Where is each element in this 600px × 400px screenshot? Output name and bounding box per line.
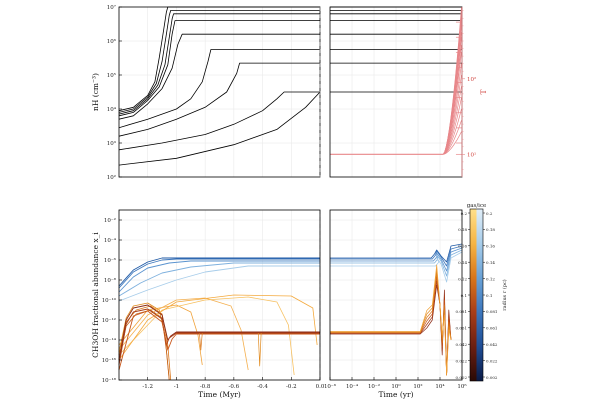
colorbar-gas-tick-label: 0.042 xyxy=(486,342,498,347)
abundance-ytick-label: 10⁻¹⁶ xyxy=(102,357,117,364)
colorbar-ice-tick-label: 0.16 xyxy=(458,244,467,249)
ice-abundance-line xyxy=(118,304,203,366)
density-line xyxy=(118,20,320,117)
ice-dip-line xyxy=(199,332,203,351)
time-yr-xtick-label: 10⁻² xyxy=(368,383,380,390)
temperature-ytick-label: 10¹ xyxy=(467,151,476,158)
ice-dip-line xyxy=(257,332,262,367)
colorbar-gas-tick-label: 0.1 xyxy=(486,293,492,298)
colorbar-gas-tick-label: 0.14 xyxy=(486,260,495,265)
abundance-ytick-label: 10⁻⁶ xyxy=(104,257,117,264)
colorbar-gas-tick-label: 0.081 xyxy=(486,309,497,314)
colorbar-ice-tick-label: 0.002 xyxy=(456,375,468,380)
time-myr-xtick-label: -0.8 xyxy=(200,384,211,390)
density-ytick-label: 10⁴ xyxy=(107,106,117,113)
colorbar-ice-tick-label: 0.12 xyxy=(458,276,467,281)
ice-abundance-line xyxy=(118,294,318,361)
colorbar-ice-tick-label: 0.2 xyxy=(461,211,468,216)
temperature-line xyxy=(443,131,462,155)
colorbar-ice-tick-label: 0.1 xyxy=(461,293,467,298)
density-line xyxy=(118,91,321,166)
colorbar-gas-tick-label: 0.12 xyxy=(486,276,495,281)
gas-abundance-line xyxy=(118,258,320,289)
colorbar-ice-tick-label: 0.042 xyxy=(456,342,468,347)
colorbar-ice-tick-label: 0.18 xyxy=(458,227,467,232)
temperature-line xyxy=(443,120,462,155)
time-myr-axis-label: Time (Myr) xyxy=(198,390,241,399)
density-ytick-label: 10⁶ xyxy=(107,38,117,45)
abundance-axis-label: CH3OH fractional abundance x_i xyxy=(91,232,100,358)
colorbar-title: gas/ice xyxy=(467,203,487,209)
gas-abundance-line xyxy=(330,245,463,267)
density-ytick-label: 10⁷ xyxy=(107,4,117,11)
time-myr-xtick-label: -1 xyxy=(174,384,179,390)
ice-abundance-line xyxy=(118,296,295,376)
density-line xyxy=(118,49,320,129)
time-myr-xtick-label: -1.2 xyxy=(142,384,153,390)
gas-abundance-line xyxy=(118,257,320,287)
ice-plateau-line xyxy=(118,304,320,361)
gas-abundance-line xyxy=(330,249,463,277)
ice-plateau-line xyxy=(118,310,320,371)
colorbar-gas-tick-label: 0.022 xyxy=(486,358,498,363)
density-line xyxy=(118,33,320,120)
panel-bottom-left-frame xyxy=(118,209,321,381)
gas-abundance-line xyxy=(118,265,320,302)
abundance-ytick-label: 10⁻⁴ xyxy=(104,237,117,244)
density-line xyxy=(118,10,320,113)
ice-plateau-line xyxy=(118,308,320,366)
colorbar-gas-tick-label: 0.16 xyxy=(486,244,495,249)
colorbar-gas-tick-label: 0.18 xyxy=(486,227,495,232)
time-myr-xtick-label: -0.4 xyxy=(257,384,268,390)
gas-abundance-line xyxy=(330,251,463,283)
time-yr-xtick-label: 10⁻⁶ xyxy=(324,383,337,390)
gas-abundance-line xyxy=(118,262,320,297)
density-ytick-label: 10³ xyxy=(107,140,116,147)
gas-abundance-line xyxy=(330,247,463,272)
abundance-ytick-label: 10⁻² xyxy=(104,217,116,224)
abundance-ytick-label: 10⁻¹⁸ xyxy=(102,377,117,384)
colorbar-ice xyxy=(470,209,477,381)
colorbar-ice-tick-label: 0.081 xyxy=(456,309,467,314)
colorbar-gas-tick-label: 0.2 xyxy=(486,211,493,216)
temperature-ytick-label: 10² xyxy=(467,76,476,83)
abundance-ytick-label: 10⁻⁸ xyxy=(104,277,117,284)
ice-abundance-line xyxy=(330,264,452,376)
density-line xyxy=(118,91,320,151)
time-yr-xtick-label: 10⁻⁴ xyxy=(346,383,359,390)
temperature-axis-label: T xyxy=(479,89,488,94)
colorbar-gas-tick-label: 0.002 xyxy=(486,375,498,380)
time-myr-xtick-label: -0.2 xyxy=(286,384,297,390)
time-yr-xtick-label: 10² xyxy=(413,383,422,390)
time-myr-xtick-label: -0.6 xyxy=(229,384,240,390)
density-ytick-label: 10⁵ xyxy=(107,72,116,79)
time-myr-xtick-label: 0.0 xyxy=(316,384,325,390)
density-ytick-label: 10² xyxy=(107,174,116,181)
time-yr-xtick-label: 10⁴ xyxy=(435,383,445,390)
density-line xyxy=(118,6,320,112)
colorbar-ice-tick-label: 0.061 xyxy=(456,326,467,331)
colorbar-gas xyxy=(476,209,483,381)
abundance-ytick-label: 10⁻¹⁰ xyxy=(102,297,117,304)
colorbar-ice-tick-label: 0.14 xyxy=(458,260,467,265)
colorbar-gas-tick-label: 0.061 xyxy=(486,326,497,331)
density-line xyxy=(118,62,320,137)
time-yr-axis-label: Time (yr) xyxy=(378,390,413,399)
gas-abundance-line xyxy=(118,260,320,293)
time-yr-xtick-label: 10⁶ xyxy=(457,383,467,390)
abundance-ytick-label: 10⁻¹² xyxy=(102,317,116,324)
colorbar-ice-tick-label: 0.022 xyxy=(456,358,468,363)
gas-abundance-line xyxy=(330,243,463,263)
abundance-ytick-label: 10⁻¹⁴ xyxy=(102,337,117,344)
colorbar-label: radius r (pc) xyxy=(501,279,508,310)
temperature-line xyxy=(443,108,462,155)
density-axis-label: nH (cm⁻³) xyxy=(91,73,100,111)
time-yr-xtick-label: 10⁰ xyxy=(391,383,401,390)
density-line xyxy=(118,13,320,115)
ice-abundance-line xyxy=(118,297,249,371)
